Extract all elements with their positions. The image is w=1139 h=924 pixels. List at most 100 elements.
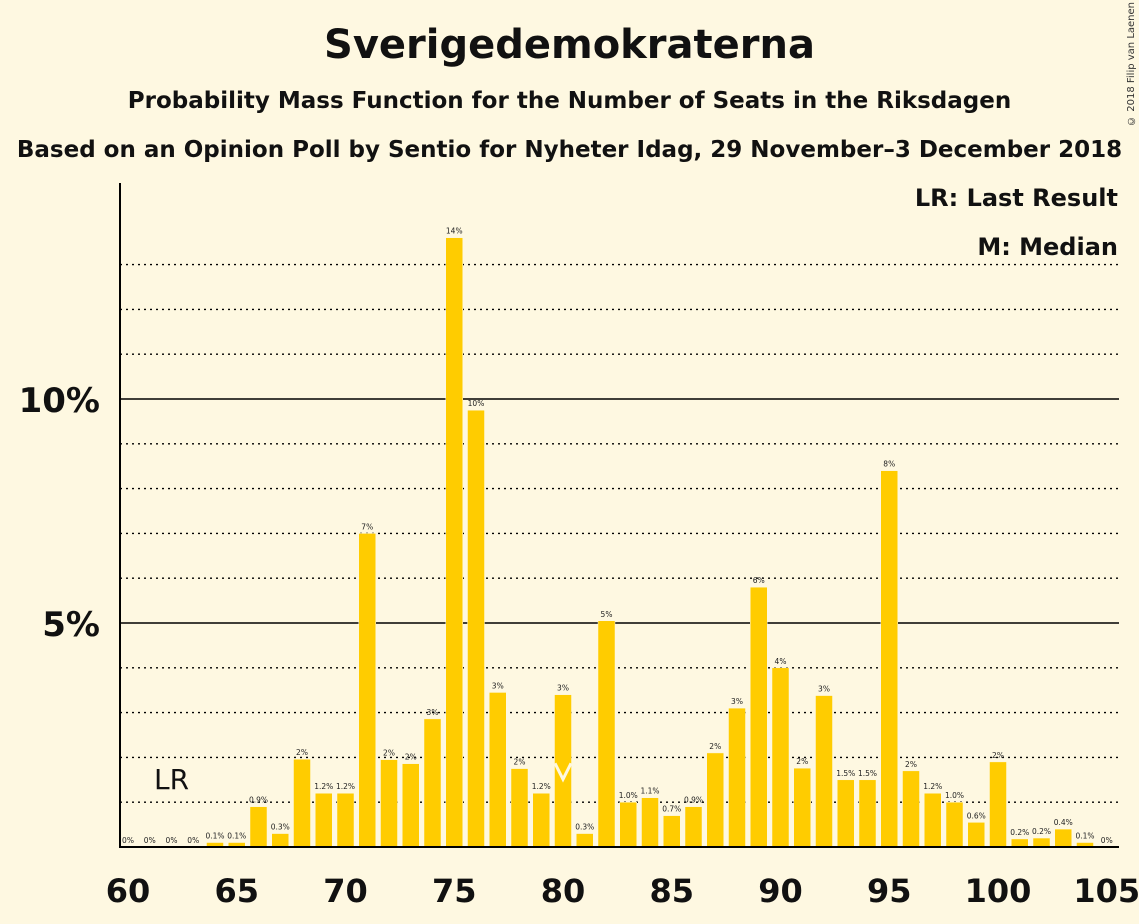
bar-label-93: 1.5%: [836, 769, 855, 778]
bar-label-75: 14%: [446, 227, 463, 236]
bar-seat-82: [597, 620, 616, 848]
bar-seat-88: [728, 707, 746, 848]
bar-seat-76: [467, 409, 485, 848]
bar-label-102: 0.2%: [1032, 827, 1051, 836]
bar-label-66: 0.9%: [249, 796, 268, 805]
x-tick-label-65: 65: [214, 872, 259, 910]
bar-label-87: 2%: [709, 742, 721, 751]
legend-median: M: Median: [977, 233, 1118, 261]
bar-seat-79: [532, 792, 550, 848]
bar-label-83: 1.0%: [619, 791, 638, 800]
bar-label-67: 0.3%: [271, 823, 290, 832]
bar-seat-100: [989, 761, 1007, 848]
bar-label-65: 0.1%: [227, 832, 246, 841]
bar-label-71: 7%: [361, 522, 373, 531]
bar-seat-92: [815, 695, 833, 848]
chart-title: Sverigedemokraterna: [324, 22, 815, 68]
bar-seat-68: [293, 758, 311, 848]
bar-label-90: 4%: [775, 657, 787, 666]
bar-seat-73: [402, 763, 420, 848]
bar-seat-94: [858, 779, 877, 848]
bar-label-82: 5%: [601, 610, 613, 619]
bar-seat-85: [663, 815, 681, 848]
bar-label-92: 3%: [818, 685, 830, 694]
x-tick-label-60: 60: [106, 872, 151, 910]
legend-last-result: LR: Last Result: [914, 184, 1118, 212]
bar-seat-71: [358, 533, 376, 848]
x-tick-label-70: 70: [323, 872, 368, 910]
bar-label-63: 0%: [187, 836, 199, 845]
bar-label-97: 1.2%: [923, 782, 942, 791]
bar-label-91: 2%: [796, 757, 808, 766]
bar-label-79: 1.2%: [532, 782, 551, 791]
bar-label-74: 3%: [427, 708, 439, 717]
bar-label-68: 2%: [296, 748, 308, 757]
bar-label-73: 2%: [405, 753, 417, 762]
bar-seat-75: [445, 237, 463, 848]
bar-seat-77: [489, 692, 507, 848]
bar-seat-96: [902, 770, 920, 848]
last-result-marker: LR: [154, 763, 189, 796]
bar-label-60: 0%: [122, 836, 134, 845]
bar-seat-86: [684, 806, 703, 848]
bar-seat-98: [945, 801, 964, 848]
bar-seat-87: [706, 752, 724, 848]
bar-label-76: 10%: [468, 399, 485, 408]
bar-label-95: 8%: [883, 460, 895, 469]
bar-seat-93: [837, 779, 855, 848]
x-tick-label-85: 85: [649, 872, 694, 910]
bar-seat-102: [1032, 837, 1051, 848]
bar-seat-81: [576, 833, 594, 848]
bar-seat-80: [554, 694, 572, 848]
x-tick-label-80: 80: [541, 872, 586, 910]
bar-label-103: 0.4%: [1054, 818, 1073, 827]
bar-seat-84: [641, 797, 659, 848]
bar-label-85: 0.7%: [662, 805, 681, 814]
x-tick-label-95: 95: [867, 872, 912, 910]
bar-label-104: 0.1%: [1075, 832, 1094, 841]
bar-label-70: 1.2%: [336, 782, 355, 791]
bar-label-69: 1.2%: [314, 782, 333, 791]
bar-label-80: 3%: [557, 684, 569, 693]
y-tick-label-10: 10%: [19, 381, 100, 421]
x-tick-label-105: 105: [1073, 872, 1139, 910]
bar-seat-103: [1054, 828, 1072, 848]
bar-seat-72: [380, 759, 398, 848]
chart-source-line: Based on an Opinion Poll by Sentio for N…: [16, 137, 1123, 163]
bar-seat-91: [793, 767, 811, 848]
bar-label-105: 0%: [1101, 836, 1113, 845]
bar-label-100: 2%: [992, 751, 1004, 760]
bar-label-78: 2%: [514, 758, 526, 767]
bar-label-77: 3%: [492, 681, 504, 690]
x-tick-label-100: 100: [965, 872, 1032, 910]
bar-seat-74: [423, 718, 442, 848]
median-marker: [553, 762, 573, 783]
bar-seat-78: [510, 768, 529, 848]
y-tick-label-5: 5%: [42, 605, 100, 645]
x-tick-label-75: 75: [432, 872, 477, 910]
bar-label-72: 2%: [383, 749, 395, 758]
bar-seat-70: [336, 792, 355, 848]
bar-seat-67: [271, 833, 289, 848]
bar-label-64: 0.1%: [205, 832, 224, 841]
bar-seat-95: [880, 470, 898, 848]
bar-seat-97: [924, 792, 942, 848]
bar-label-89: 6%: [753, 576, 765, 585]
chart-subtitle: Probability Mass Function for the Number…: [127, 88, 1012, 114]
bar-label-96: 2%: [905, 760, 917, 769]
bar-label-84: 1.1%: [640, 787, 659, 796]
bar-label-81: 0.3%: [575, 823, 594, 832]
bar-label-88: 3%: [731, 697, 743, 706]
bar-seat-69: [315, 792, 333, 848]
bar-label-62: 0%: [166, 836, 178, 845]
bar-seat-66: [249, 806, 268, 848]
bar-seat-83: [619, 801, 637, 848]
bar-label-99: 0.6%: [967, 811, 986, 820]
bar-label-94: 1.5%: [858, 769, 877, 778]
bar-label-86: 0.9%: [684, 796, 703, 805]
bar-seat-99: [967, 822, 985, 848]
x-tick-label-90: 90: [758, 872, 803, 910]
bar-label-61: 0%: [144, 836, 156, 845]
bar-label-101: 0.2%: [1010, 828, 1029, 837]
